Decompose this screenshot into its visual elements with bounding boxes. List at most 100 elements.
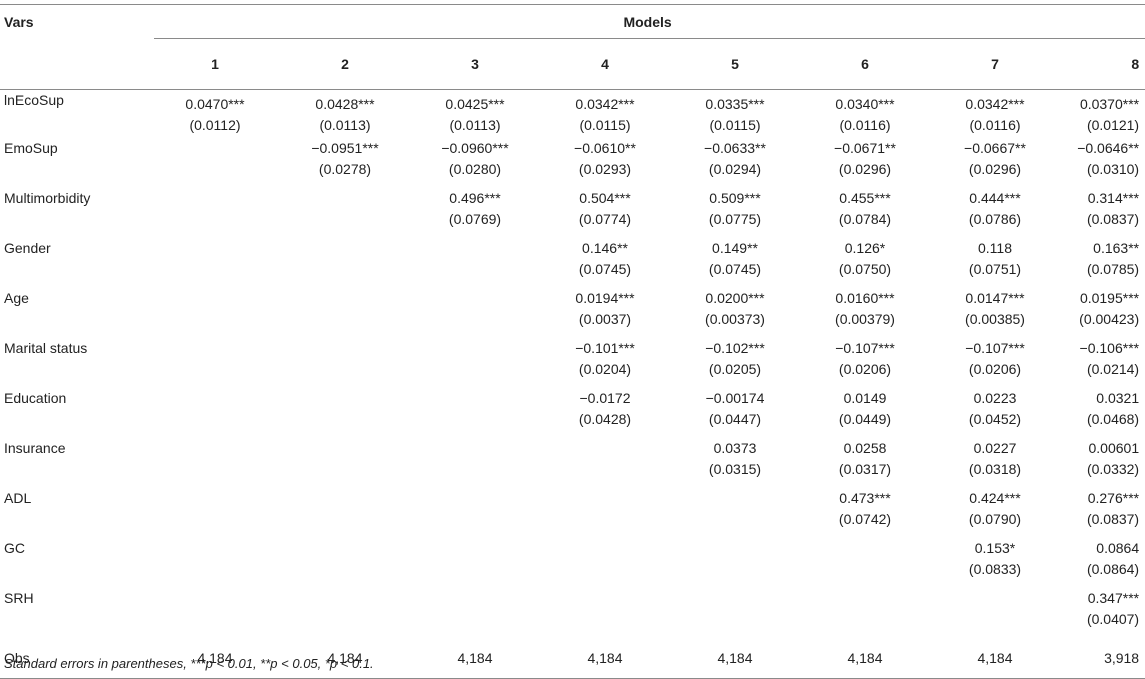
- coefficient-cell: −0.0633** (0.0294): [670, 138, 800, 188]
- model-number-header: 3: [410, 39, 540, 90]
- coefficient-value: 0.347***: [1087, 590, 1140, 606]
- variable-label: EmoSup: [4, 140, 58, 156]
- coefficient-cell: [540, 588, 670, 638]
- coefficient-cell: [540, 488, 670, 538]
- standard-error-value: (0.0786): [968, 211, 1022, 227]
- standard-error-value: (0.0864): [1086, 561, 1140, 577]
- coefficient-value: 0.314***: [1087, 190, 1140, 206]
- variable-label: Insurance: [4, 440, 66, 456]
- empty-header-cell: [0, 39, 150, 90]
- coefficient-value: 0.444***: [969, 190, 1021, 206]
- coefficient-value: 0.504***: [579, 190, 631, 206]
- coefficient-cell: [150, 438, 280, 488]
- coefficient-value: 0.0425***: [445, 96, 505, 112]
- coefficient-cell: [150, 138, 280, 188]
- coefficient-value: 0.0258: [843, 440, 887, 456]
- table-row: Education −0.0172 (0.0428) −0.00174 (0.0447)…: [0, 388, 1145, 438]
- coefficient-cell: [150, 388, 280, 438]
- coefficient-cell: −0.101*** (0.0204): [540, 338, 670, 388]
- variable-label: Education: [4, 390, 67, 406]
- standard-error-value: (0.0317): [838, 461, 892, 477]
- coefficient-cell: −0.106*** (0.0214): [1060, 338, 1145, 388]
- standard-error-value: (0.0447): [708, 411, 762, 427]
- coefficient-value: −0.0667**: [964, 140, 1026, 156]
- coefficient-value: −0.101***: [575, 340, 635, 356]
- standard-error-value: (0.0121): [1086, 117, 1140, 133]
- obs-value: 4,184: [800, 638, 930, 679]
- coefficient-cell: −0.00174 (0.0447): [670, 388, 800, 438]
- standard-error-value: (0.0280): [448, 161, 502, 177]
- model-number-header: 8: [1060, 39, 1145, 90]
- coefficient-value: 0.126*: [844, 240, 886, 256]
- standard-error-value: (0.0205): [708, 361, 762, 377]
- standard-error-value: (0.0293): [578, 161, 632, 177]
- coefficient-value: −0.107***: [835, 340, 895, 356]
- coefficient-cell: −0.107*** (0.0206): [800, 338, 930, 388]
- coefficient-value: 0.0149: [843, 390, 887, 406]
- coefficient-cell: 0.0223 (0.0452): [930, 388, 1060, 438]
- coefficient-value: 0.509***: [709, 190, 761, 206]
- coefficient-value: −0.0610**: [574, 140, 636, 156]
- coefficient-value: 0.0223: [973, 390, 1017, 406]
- coefficient-cell: 0.0335*** (0.0115): [670, 90, 800, 139]
- coefficient-cell: 0.0147*** (0.00385): [930, 288, 1060, 338]
- coefficient-cell: 0.00601 (0.0332): [1060, 438, 1145, 488]
- coefficient-cell: [150, 288, 280, 338]
- model-number-header: 2: [280, 39, 410, 90]
- coefficient-value: 0.0147***: [965, 290, 1025, 306]
- standard-error-value: (0.0037): [578, 311, 632, 327]
- table-row: lnEcoSup 0.0470*** (0.0112) 0.0428*** (0.011…: [0, 90, 1145, 139]
- obs-value: 4,184: [670, 638, 800, 679]
- coefficient-cell: 0.118 (0.0751): [930, 238, 1060, 288]
- coefficient-cell: 0.146** (0.0745): [540, 238, 670, 288]
- variable-label: Gender: [4, 240, 51, 256]
- coefficient-cell: 0.0470*** (0.0112): [150, 90, 280, 139]
- coefficient-value: 0.163**: [1093, 240, 1140, 256]
- standard-error-value: (0.0407): [1086, 611, 1140, 627]
- coefficient-cell: 0.444*** (0.0786): [930, 188, 1060, 238]
- coefficient-value: 0.00601: [1088, 440, 1140, 456]
- coefficient-value: 0.0340***: [835, 96, 895, 112]
- standard-error-value: (0.0294): [708, 161, 762, 177]
- coefficient-cell: [280, 338, 410, 388]
- coefficient-value: 0.0470***: [185, 96, 245, 112]
- coefficient-cell: 0.314*** (0.0837): [1060, 188, 1145, 238]
- coefficient-cell: 0.424*** (0.0790): [930, 488, 1060, 538]
- standard-error-value: (0.0332): [1086, 461, 1140, 477]
- coefficient-cell: −0.0667** (0.0296): [930, 138, 1060, 188]
- coefficient-cell: 0.0428*** (0.0113): [280, 90, 410, 139]
- coefficient-cell: 0.504*** (0.0774): [540, 188, 670, 238]
- obs-value: 4,184: [410, 638, 540, 679]
- coefficient-value: 0.146**: [582, 240, 628, 256]
- coefficient-cell: −0.0610** (0.0293): [540, 138, 670, 188]
- standard-error-value: (0.0115): [709, 117, 761, 133]
- coefficient-cell: 0.0194*** (0.0037): [540, 288, 670, 338]
- standard-error-value: (0.0790): [968, 511, 1022, 527]
- standard-error-value: (0.0206): [838, 361, 892, 377]
- standard-error-value: (0.0204): [578, 361, 632, 377]
- variable-label: Age: [4, 290, 29, 306]
- standard-error-value: (0.0468): [1086, 411, 1140, 427]
- coefficient-value: −0.107***: [965, 340, 1025, 356]
- coefficient-cell: [410, 238, 540, 288]
- coefficient-value: 0.496***: [449, 190, 501, 206]
- coefficient-cell: [280, 238, 410, 288]
- coefficient-value: 0.473***: [839, 490, 891, 506]
- standard-error-value: (0.0452): [968, 411, 1022, 427]
- coefficient-value: 0.0342***: [965, 96, 1025, 112]
- coefficient-cell: −0.107*** (0.0206): [930, 338, 1060, 388]
- coefficient-cell: [150, 588, 280, 638]
- coefficient-cell: 0.149** (0.0745): [670, 238, 800, 288]
- standard-error-value: (0.0745): [578, 261, 632, 277]
- coefficient-cell: [280, 538, 410, 588]
- coefficient-value: 0.276***: [1087, 490, 1140, 506]
- model-number-header: 1: [150, 39, 280, 90]
- coefficient-value: −0.00174: [705, 390, 765, 406]
- obs-value: 4,184: [540, 638, 670, 679]
- coefficient-cell: [410, 488, 540, 538]
- coefficient-cell: [670, 488, 800, 538]
- variable-label: lnEcoSup: [4, 92, 64, 108]
- coefficient-cell: [150, 538, 280, 588]
- coefficient-value: 0.149**: [712, 240, 758, 256]
